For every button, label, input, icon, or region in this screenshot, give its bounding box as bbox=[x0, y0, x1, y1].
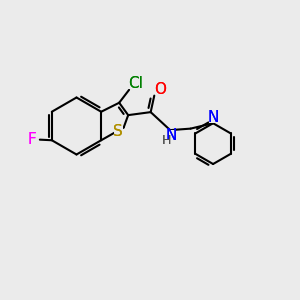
Text: H: H bbox=[162, 134, 171, 147]
Text: Cl: Cl bbox=[128, 76, 142, 91]
Text: S: S bbox=[113, 124, 123, 139]
FancyBboxPatch shape bbox=[128, 78, 142, 89]
Text: N: N bbox=[207, 110, 219, 125]
Text: N: N bbox=[207, 110, 219, 125]
Text: H: H bbox=[162, 134, 171, 147]
Text: S: S bbox=[113, 124, 123, 139]
Text: F: F bbox=[27, 132, 36, 147]
Text: O: O bbox=[154, 82, 166, 97]
FancyBboxPatch shape bbox=[208, 112, 217, 123]
Text: N: N bbox=[165, 128, 177, 143]
Text: F: F bbox=[27, 132, 36, 147]
Text: O: O bbox=[154, 82, 166, 97]
FancyBboxPatch shape bbox=[27, 134, 36, 145]
FancyBboxPatch shape bbox=[114, 126, 123, 136]
FancyBboxPatch shape bbox=[162, 136, 171, 146]
Text: Cl: Cl bbox=[128, 76, 142, 91]
FancyBboxPatch shape bbox=[167, 130, 176, 141]
FancyBboxPatch shape bbox=[155, 84, 164, 94]
Text: N: N bbox=[165, 128, 177, 143]
